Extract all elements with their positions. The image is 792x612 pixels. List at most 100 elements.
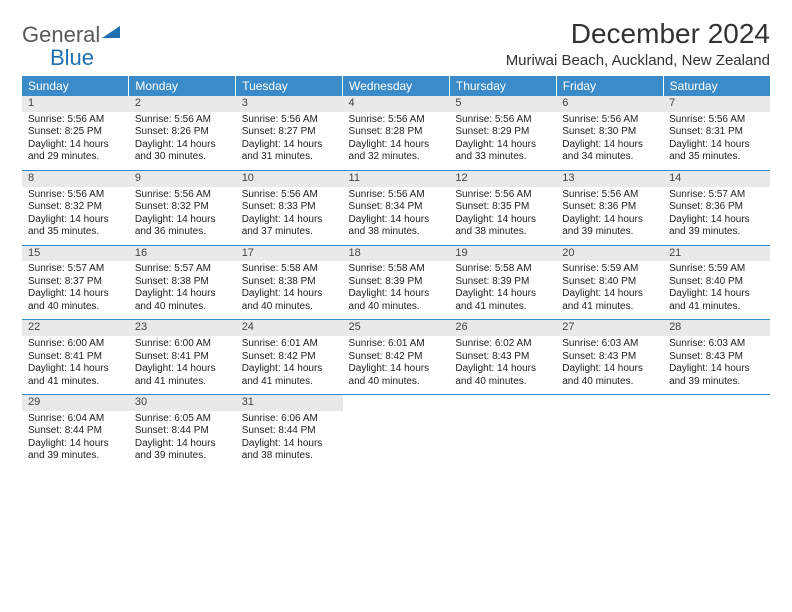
calendar-cell: 20Sunrise: 5:59 AMSunset: 8:40 PMDayligh… (556, 245, 663, 320)
daylight-line: Daylight: 14 hours and 36 minutes. (135, 214, 230, 239)
calendar-cell: 15Sunrise: 5:57 AMSunset: 8:37 PMDayligh… (22, 245, 129, 320)
sunset-line: Sunset: 8:34 PM (349, 201, 444, 214)
sunset-line: Sunset: 8:32 PM (28, 201, 123, 214)
day-body: Sunrise: 5:59 AMSunset: 8:40 PMDaylight:… (556, 261, 663, 319)
day-number: 29 (22, 395, 129, 411)
daylight-line: Daylight: 14 hours and 30 minutes. (135, 139, 230, 164)
daylight-line: Daylight: 14 hours and 41 minutes. (135, 363, 230, 388)
sunrise-line: Sunrise: 5:57 AM (669, 189, 764, 202)
daylight-line: Daylight: 14 hours and 38 minutes. (242, 438, 337, 463)
sunrise-line: Sunrise: 5:56 AM (455, 189, 550, 202)
location: Muriwai Beach, Auckland, New Zealand (506, 52, 770, 69)
calendar-cell: 24Sunrise: 6:01 AMSunset: 8:42 PMDayligh… (236, 320, 343, 395)
day-number: 20 (556, 246, 663, 262)
sunset-line: Sunset: 8:44 PM (242, 425, 337, 438)
sunset-line: Sunset: 8:43 PM (562, 351, 657, 364)
day-body: Sunrise: 6:05 AMSunset: 8:44 PMDaylight:… (129, 411, 236, 469)
logo-word2: Blue (22, 45, 94, 70)
day-body: Sunrise: 6:01 AMSunset: 8:42 PMDaylight:… (343, 336, 450, 394)
calendar-cell: 5Sunrise: 5:56 AMSunset: 8:29 PMDaylight… (449, 96, 556, 170)
calendar-row: 29Sunrise: 6:04 AMSunset: 8:44 PMDayligh… (22, 395, 770, 469)
sunset-line: Sunset: 8:39 PM (455, 276, 550, 289)
day-number: 27 (556, 320, 663, 336)
sunset-line: Sunset: 8:43 PM (669, 351, 764, 364)
calendar-cell: 13Sunrise: 5:56 AMSunset: 8:36 PMDayligh… (556, 170, 663, 245)
daylight-line: Daylight: 14 hours and 40 minutes. (242, 288, 337, 313)
day-header: Friday (556, 76, 663, 96)
day-number: 19 (449, 246, 556, 262)
calendar-cell: 3Sunrise: 5:56 AMSunset: 8:27 PMDaylight… (236, 96, 343, 170)
sunset-line: Sunset: 8:36 PM (669, 201, 764, 214)
day-body: Sunrise: 5:56 AMSunset: 8:30 PMDaylight:… (556, 112, 663, 170)
day-body: Sunrise: 6:02 AMSunset: 8:43 PMDaylight:… (449, 336, 556, 394)
sunset-line: Sunset: 8:42 PM (349, 351, 444, 364)
calendar-cell: 11Sunrise: 5:56 AMSunset: 8:34 PMDayligh… (343, 170, 450, 245)
daylight-line: Daylight: 14 hours and 39 minutes. (669, 214, 764, 239)
day-number: 25 (343, 320, 450, 336)
calendar-cell: 22Sunrise: 6:00 AMSunset: 8:41 PMDayligh… (22, 320, 129, 395)
calendar-cell: 16Sunrise: 5:57 AMSunset: 8:38 PMDayligh… (129, 245, 236, 320)
sunset-line: Sunset: 8:40 PM (562, 276, 657, 289)
calendar-cell: 4Sunrise: 5:56 AMSunset: 8:28 PMDaylight… (343, 96, 450, 170)
day-number: 5 (449, 96, 556, 112)
calendar-cell: 31Sunrise: 6:06 AMSunset: 8:44 PMDayligh… (236, 395, 343, 469)
day-body: Sunrise: 6:03 AMSunset: 8:43 PMDaylight:… (663, 336, 770, 394)
logo-triangle-icon (102, 24, 120, 43)
calendar-cell: 6Sunrise: 5:56 AMSunset: 8:30 PMDaylight… (556, 96, 663, 170)
sunrise-line: Sunrise: 6:02 AM (455, 338, 550, 351)
day-body: Sunrise: 5:56 AMSunset: 8:32 PMDaylight:… (129, 187, 236, 245)
daylight-line: Daylight: 14 hours and 41 minutes. (455, 288, 550, 313)
daylight-line: Daylight: 14 hours and 41 minutes. (562, 288, 657, 313)
sunset-line: Sunset: 8:26 PM (135, 126, 230, 139)
day-body: Sunrise: 5:56 AMSunset: 8:33 PMDaylight:… (236, 187, 343, 245)
daylight-line: Daylight: 14 hours and 40 minutes. (349, 288, 444, 313)
day-body: Sunrise: 5:56 AMSunset: 8:35 PMDaylight:… (449, 187, 556, 245)
day-number: 4 (343, 96, 450, 112)
sunrise-line: Sunrise: 5:56 AM (562, 189, 657, 202)
day-header-row: Sunday Monday Tuesday Wednesday Thursday… (22, 76, 770, 96)
calendar-cell: 10Sunrise: 5:56 AMSunset: 8:33 PMDayligh… (236, 170, 343, 245)
day-body: Sunrise: 6:06 AMSunset: 8:44 PMDaylight:… (236, 411, 343, 469)
day-body: Sunrise: 5:57 AMSunset: 8:38 PMDaylight:… (129, 261, 236, 319)
calendar-cell: 8Sunrise: 5:56 AMSunset: 8:32 PMDaylight… (22, 170, 129, 245)
day-number: 9 (129, 171, 236, 187)
day-body: Sunrise: 5:56 AMSunset: 8:34 PMDaylight:… (343, 187, 450, 245)
sunrise-line: Sunrise: 6:03 AM (562, 338, 657, 351)
day-header: Saturday (663, 76, 770, 96)
day-body: Sunrise: 5:56 AMSunset: 8:26 PMDaylight:… (129, 112, 236, 170)
daylight-line: Daylight: 14 hours and 38 minutes. (455, 214, 550, 239)
day-number: 14 (663, 171, 770, 187)
day-number: 23 (129, 320, 236, 336)
calendar-cell (663, 395, 770, 469)
daylight-line: Daylight: 14 hours and 39 minutes. (135, 438, 230, 463)
daylight-line: Daylight: 14 hours and 35 minutes. (28, 214, 123, 239)
day-number: 16 (129, 246, 236, 262)
sunset-line: Sunset: 8:38 PM (242, 276, 337, 289)
sunset-line: Sunset: 8:27 PM (242, 126, 337, 139)
sunset-line: Sunset: 8:41 PM (135, 351, 230, 364)
day-number: 2 (129, 96, 236, 112)
sunset-line: Sunset: 8:25 PM (28, 126, 123, 139)
sunset-line: Sunset: 8:41 PM (28, 351, 123, 364)
sunset-line: Sunset: 8:36 PM (562, 201, 657, 214)
logo-word1: General (22, 22, 100, 47)
calendar-cell (449, 395, 556, 469)
sunrise-line: Sunrise: 5:56 AM (669, 114, 764, 127)
day-number: 12 (449, 171, 556, 187)
day-body: Sunrise: 5:56 AMSunset: 8:31 PMDaylight:… (663, 112, 770, 170)
calendar-cell: 14 Sunrise: 5:57 AMSunset: 8:36 PMDayligh… (663, 170, 770, 245)
day-body: Sunrise: 5:56 AMSunset: 8:36 PMDaylight:… (556, 187, 663, 245)
day-body: Sunrise: 6:01 AMSunset: 8:42 PMDaylight:… (236, 336, 343, 394)
day-body: Sunrise: 5:58 AMSunset: 8:39 PMDaylight:… (449, 261, 556, 319)
calendar-row: 1 Sunrise: 5:56 AM Sunset: 8:25 PM Daylight… (22, 96, 770, 170)
sunrise-line: Sunrise: 5:59 AM (562, 263, 657, 276)
day-number: 24 (236, 320, 343, 336)
sunset-line: Sunset: 8:44 PM (28, 425, 123, 438)
sunset-line: Sunset: 8:37 PM (28, 276, 123, 289)
daylight-line: Daylight: 14 hours and 35 minutes. (669, 139, 764, 164)
calendar-row: 22Sunrise: 6:00 AMSunset: 8:41 PMDayligh… (22, 320, 770, 395)
day-number: 6 (556, 96, 663, 112)
daylight-line: Daylight: 14 hours and 33 minutes. (455, 139, 550, 164)
day-number: 1 (22, 96, 129, 112)
daylight-line: Daylight: 14 hours and 40 minutes. (28, 288, 123, 313)
